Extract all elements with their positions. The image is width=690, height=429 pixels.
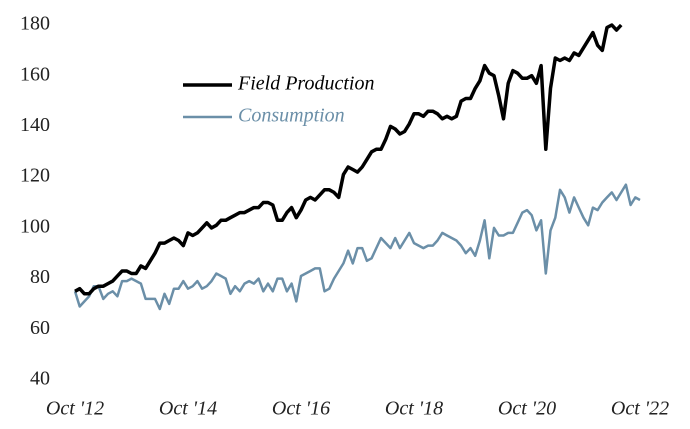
- x-tick-label: Oct '22: [611, 398, 669, 420]
- y-tick-label: 180: [20, 13, 50, 35]
- y-tick-label: 140: [20, 114, 50, 136]
- y-tick-label: 40: [30, 368, 50, 390]
- line-series: [73, 183, 641, 311]
- x-tick-label: Oct '18: [385, 398, 443, 420]
- y-tick-label: 100: [20, 215, 50, 237]
- legend-label: Consumption: [238, 105, 345, 127]
- x-tick-label: Oct '14: [159, 398, 217, 420]
- legend-label: Field Production: [237, 73, 374, 95]
- y-tick-label: 60: [30, 317, 50, 339]
- x-tick-label: Oct '12: [46, 398, 104, 420]
- line-series: [74, 23, 623, 296]
- y-tick-label: 80: [30, 266, 50, 288]
- x-tick-label: Oct '20: [498, 398, 556, 420]
- y-tick-label: 160: [20, 63, 50, 85]
- y-tick-label: 120: [20, 165, 50, 187]
- x-tick-label: Oct '16: [272, 398, 330, 420]
